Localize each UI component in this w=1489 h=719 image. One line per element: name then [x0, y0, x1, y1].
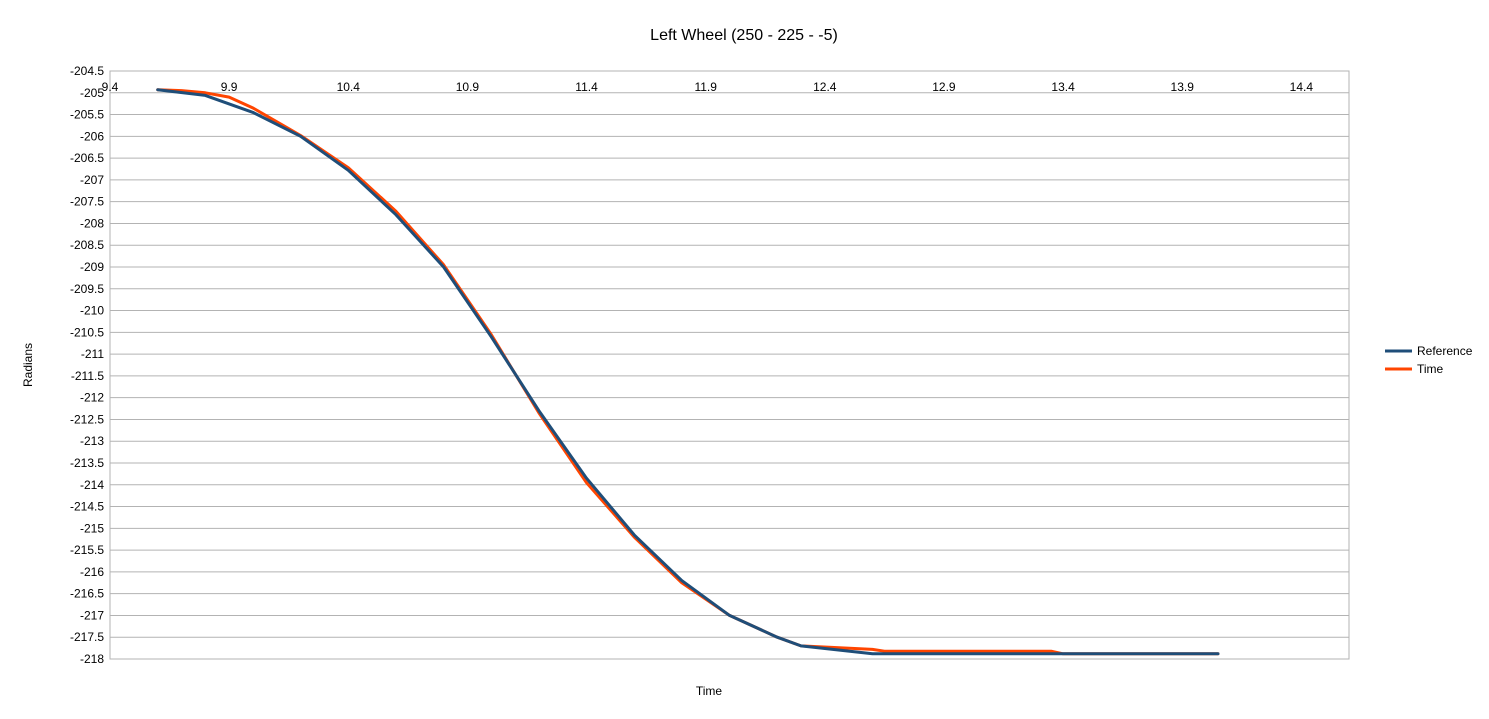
- x-tick-label: 10.4: [337, 80, 361, 94]
- y-tick-label: -211: [81, 347, 104, 361]
- y-tick-label: -206: [80, 129, 104, 143]
- x-axis-label: Time: [696, 684, 723, 698]
- x-tick-label: 13.9: [1171, 80, 1195, 94]
- x-tick-label: 9.9: [221, 80, 238, 94]
- y-tick-label: -218: [80, 652, 104, 666]
- y-tick-label: -207: [80, 173, 104, 187]
- y-tick-label: -213: [80, 434, 104, 448]
- legend-label-time: Time: [1417, 362, 1444, 376]
- plot-area: [109, 70, 1350, 660]
- y-tick-label: -216.5: [70, 587, 104, 601]
- x-tick-label: 12.4: [813, 80, 837, 94]
- y-tick-label: -216: [80, 565, 104, 579]
- y-tick-label: -210.5: [70, 325, 104, 339]
- series-line-time: [156, 88, 1220, 656]
- y-axis-ticks: -204.5 -205 -205.5 -206 -206.5 -207 -207.5 -208…: [70, 64, 104, 666]
- y-tick-label: -210: [80, 304, 104, 318]
- x-tick-label: 12.9: [932, 80, 956, 94]
- y-tick-label: -217.5: [70, 630, 104, 644]
- y-tick-label: -212: [80, 391, 104, 405]
- y-tick-label: -208: [80, 216, 104, 230]
- y-axis-label: Radians: [21, 343, 35, 387]
- y-tick-label: -205.5: [70, 108, 104, 122]
- y-tick-label: -209: [80, 260, 104, 274]
- x-tick-label: 11.9: [694, 80, 717, 94]
- x-tick-label: 9.4: [102, 80, 119, 94]
- y-tick-label: -217: [80, 608, 104, 622]
- y-tick-label: -215: [80, 521, 104, 535]
- y-tick-label: -214: [80, 478, 104, 492]
- y-tick-label: -213.5: [70, 456, 104, 470]
- y-tick-label: -209.5: [70, 282, 104, 296]
- y-tick-label: -205: [80, 86, 104, 100]
- x-tick-label: 13.4: [1051, 80, 1075, 94]
- legend-label-reference: Reference: [1417, 344, 1473, 358]
- x-tick-label: 10.9: [456, 80, 480, 94]
- x-axis-ticks: 9.4 9.9 10.4 10.9 11.4 11.9 12.4 12.9 13.4 13.9 14…: [102, 80, 1314, 94]
- x-tick-label: 11.4: [575, 80, 598, 94]
- y-tick-label: -215.5: [70, 543, 104, 557]
- y-tick-label: -207.5: [70, 195, 104, 209]
- y-tick-label: -208.5: [70, 238, 104, 252]
- legend: Reference Time: [1385, 344, 1473, 376]
- series-line-reference: [156, 88, 1220, 656]
- grid-lines: [110, 70, 1349, 660]
- y-tick-label: -212.5: [70, 412, 104, 426]
- y-tick-label: -211.5: [71, 369, 104, 383]
- y-tick-label: -206.5: [70, 151, 104, 165]
- y-tick-label: -214.5: [70, 500, 104, 514]
- y-tick-label: -204.5: [70, 64, 104, 78]
- chart-title: Left Wheel (250 - 225 - -5): [650, 27, 838, 44]
- series-layer: [156, 88, 1220, 656]
- x-tick-label: 14.4: [1290, 80, 1314, 94]
